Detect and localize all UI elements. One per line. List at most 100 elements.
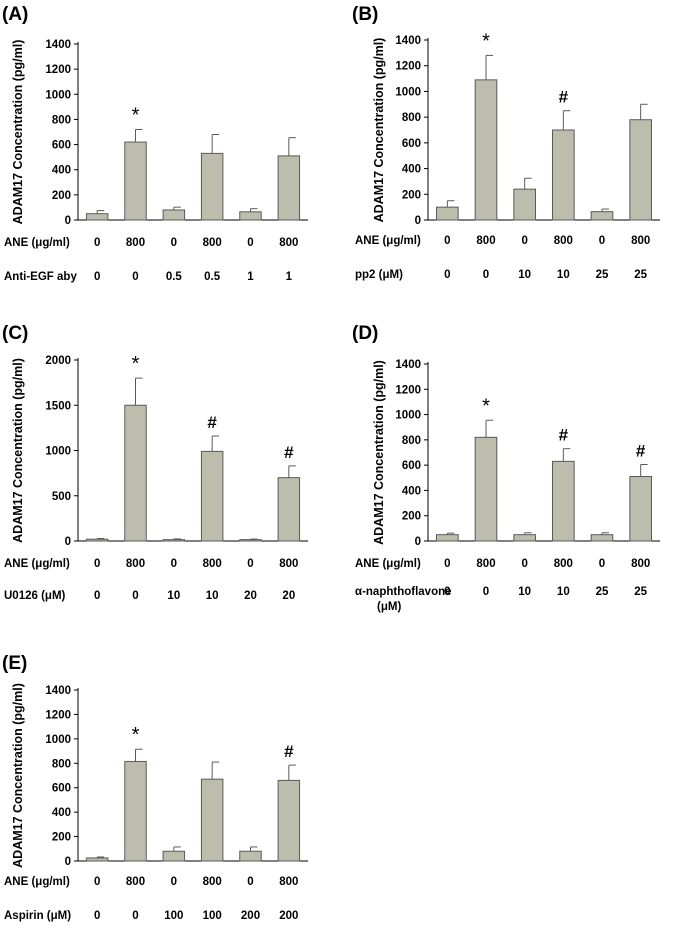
row-value: 0 — [171, 237, 177, 249]
row-value: 800 — [203, 558, 222, 570]
significance-hash: # — [284, 443, 294, 462]
significance-star: * — [132, 104, 140, 126]
y-tick-label: 800 — [52, 114, 71, 126]
row-value: 0 — [171, 558, 177, 570]
bar — [85, 857, 109, 862]
row-value: 25 — [634, 586, 647, 598]
bar — [162, 209, 186, 221]
panel-title: (B) — [352, 4, 378, 25]
y-tick-label: 1400 — [395, 35, 421, 47]
y-tick-label: 1400 — [45, 685, 71, 697]
bar — [200, 450, 224, 542]
y-tick-label: 0 — [415, 536, 421, 548]
bar — [200, 152, 224, 221]
row-value: 0 — [599, 558, 605, 570]
row-label-treatment: α-naphthoflavone — [355, 586, 452, 598]
row-value: 800 — [476, 558, 495, 570]
bar — [474, 79, 498, 221]
row-value: 10 — [518, 269, 531, 281]
y-tick-label: 1000 — [395, 410, 421, 422]
y-tick-label: 0 — [65, 536, 71, 548]
significance-hash: # — [284, 742, 294, 761]
bar — [124, 141, 147, 221]
y-axis-label: ADAM17 Concentration (pg/ml) — [372, 360, 386, 545]
row-value: 800 — [554, 558, 573, 570]
row-value: 0 — [444, 269, 450, 281]
y-tick-label: 1000 — [45, 446, 71, 458]
row-value: 0 — [444, 558, 450, 570]
bar — [474, 436, 498, 542]
row-value: 1 — [286, 271, 293, 283]
y-tick-label: 200 — [52, 190, 71, 202]
chart-panel-5: (E) ADAM17 Concentration (pg/ml) 0 200 400 60… — [2, 653, 308, 922]
panel-title: (D) — [352, 323, 378, 344]
y-tick-label: 500 — [52, 491, 71, 503]
row-value: 0 — [444, 235, 450, 247]
row-value: 800 — [279, 876, 298, 888]
bar — [629, 119, 652, 221]
row-value: 20 — [244, 590, 257, 602]
row-value: 10 — [167, 590, 180, 602]
bar — [513, 188, 536, 221]
y-tick-label: 200 — [402, 189, 421, 201]
row-value: 0 — [94, 237, 100, 249]
bar — [629, 476, 652, 542]
y-axis-label: ADAM17 Concentration (pg/ml) — [372, 38, 386, 223]
row-value: 0 — [247, 558, 253, 570]
y-tick-label: 1500 — [45, 400, 71, 412]
row-value: 20 — [282, 590, 295, 602]
row-value: 0 — [132, 910, 138, 922]
row-value: 1 — [247, 271, 254, 283]
chart-panel-1: (A) ADAM17 Concentration (pg/ml) 0 200 400 60… — [2, 4, 308, 283]
y-tick-label: 400 — [52, 807, 71, 819]
row-value: 0 — [247, 876, 253, 888]
y-tick-label: 600 — [402, 460, 421, 472]
bar — [124, 404, 147, 542]
row-value: 200 — [241, 910, 260, 922]
significance-star: * — [132, 353, 140, 375]
row-value: 0 — [94, 590, 100, 602]
row-value: 800 — [631, 558, 650, 570]
row-label-treatment: Anti-EGF aby — [4, 271, 77, 283]
row-label-treatment-unit: (μM) — [377, 601, 401, 613]
y-axis-label: ADAM17 Concentration (pg/ml) — [11, 40, 25, 225]
row-value: 0 — [94, 876, 100, 888]
row-value: 0 — [483, 586, 489, 598]
row-value: 0.5 — [166, 271, 183, 283]
y-tick-label: 1200 — [395, 384, 421, 396]
row-label-treatment: U0126 (μM) — [4, 590, 66, 602]
significance-star: * — [132, 724, 140, 746]
chart-panel-4: (D) ADAM17 Concentration (pg/ml) 0 200 400 60… — [352, 323, 660, 613]
row-value: 0 — [521, 558, 527, 570]
row-value: 0 — [483, 269, 489, 281]
row-value: 0 — [247, 237, 253, 249]
row-value: 800 — [126, 876, 145, 888]
row-value: 800 — [126, 237, 145, 249]
row-label-ane: ANE (μg/ml) — [355, 235, 421, 247]
row-value: 10 — [557, 586, 570, 598]
bar — [239, 211, 262, 221]
significance-hash: # — [636, 442, 646, 461]
y-tick-label: 1000 — [45, 89, 71, 101]
significance-hash: # — [559, 426, 569, 445]
y-tick-label: 600 — [52, 783, 71, 795]
y-tick-label: 200 — [52, 832, 71, 844]
y-tick-label: 1200 — [45, 709, 71, 721]
bar — [436, 206, 459, 221]
bar — [85, 213, 109, 221]
significance-star: * — [482, 395, 490, 417]
row-label-treatment: Aspirin (μM) — [4, 910, 71, 922]
row-value: 0 — [521, 235, 527, 247]
y-tick-label: 1200 — [395, 61, 421, 73]
panel-title: (C) — [2, 323, 28, 344]
y-tick-label: 0 — [65, 856, 71, 868]
bar — [124, 760, 147, 862]
row-value: 800 — [476, 235, 495, 247]
significance-hash: # — [559, 88, 569, 107]
row-label-ane: ANE (μg/ml) — [4, 558, 70, 570]
row-label-ane: ANE (μg/ml) — [355, 558, 421, 570]
y-tick-label: 800 — [402, 112, 421, 124]
row-value: 0.5 — [204, 271, 221, 283]
bar — [162, 539, 186, 542]
